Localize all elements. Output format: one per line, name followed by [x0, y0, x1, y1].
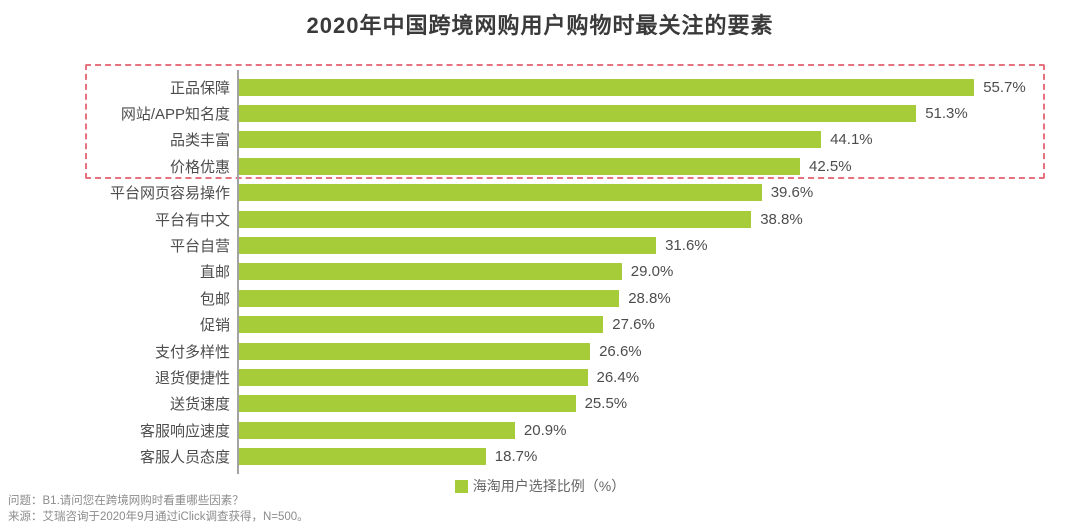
- legend-swatch-icon: [454, 479, 468, 493]
- bar-row: 支付多样性 26.6%: [0, 338, 1080, 364]
- category-label: 客服人员态度: [139, 449, 230, 467]
- category-label: 平台自营: [169, 238, 230, 256]
- bar-row: 网站/APP知名度 51.3%: [0, 100, 1080, 126]
- value-label: 26.4%: [596, 368, 640, 386]
- bar: [239, 342, 591, 360]
- value-label: 28.8%: [628, 289, 671, 307]
- footnotes: 问题：B1.请问您在跨境网购时看重哪些因素？ 来源：艾瑞咨询于2020年9月通过…: [8, 493, 309, 525]
- bar: [239, 316, 604, 334]
- footnote-question: 问题：B1.请问您在跨境网购时看重哪些因素？: [8, 495, 244, 507]
- category-label: 直邮: [199, 264, 230, 282]
- category-label: 平台网页容易操作: [109, 185, 230, 203]
- bar-row: 送货速度 25.5%: [0, 391, 1080, 417]
- legend-label: 海淘用户选择比例（%）: [472, 478, 626, 494]
- bar-row: 平台有中文 38.8%: [0, 206, 1080, 232]
- bar: [239, 237, 657, 255]
- bar-row: 直邮 29.0%: [0, 259, 1080, 285]
- bar-row: 客服响应速度 20.9%: [0, 417, 1080, 443]
- category-label: 平台有中文: [154, 211, 230, 229]
- bar-row: 退货便捷性 26.4%: [0, 364, 1080, 390]
- value-label: 29.0%: [630, 263, 674, 281]
- category-label: 正品保障: [169, 79, 230, 97]
- value-label: 38.8%: [760, 210, 803, 228]
- value-label: 55.7%: [983, 78, 1026, 96]
- category-label: 客服响应速度: [139, 422, 230, 440]
- value-label: 27.6%: [612, 316, 655, 334]
- bar-row: 平台网页容易操作 39.6%: [0, 180, 1080, 206]
- bar: [239, 368, 588, 386]
- bar: [239, 184, 762, 202]
- category-label: 价格优惠: [169, 158, 230, 176]
- bar-row: 品类丰富 44.1%: [0, 127, 1080, 153]
- bar: [239, 448, 486, 466]
- value-label: 42.5%: [809, 157, 852, 175]
- legend: 海淘用户选择比例（%）: [0, 476, 1080, 496]
- bar: [239, 210, 752, 228]
- bar: [239, 105, 917, 123]
- value-label: 20.9%: [523, 421, 567, 439]
- category-label: 品类丰富: [169, 132, 230, 150]
- category-label: 促销: [199, 317, 230, 335]
- category-label: 支付多样性: [154, 343, 230, 361]
- value-label: 44.1%: [830, 131, 873, 149]
- bar: [239, 157, 800, 175]
- bar-row: 促销 27.6%: [0, 312, 1080, 338]
- category-label: 包邮: [199, 290, 230, 308]
- bar-row: 包邮 28.8%: [0, 285, 1080, 311]
- bar-row: 价格优惠 42.5%: [0, 153, 1080, 179]
- category-label: 网站/APP知名度: [120, 106, 230, 124]
- page-title: 2020年中国跨境网购用户购物时最关注的要素: [306, 13, 774, 38]
- bar: [239, 263, 622, 281]
- value-label: 51.3%: [925, 105, 968, 123]
- bar-row: 平台自营 31.6%: [0, 232, 1080, 258]
- bar: [239, 131, 822, 149]
- bar: [239, 289, 620, 307]
- bar: [239, 78, 975, 96]
- y-axis-line: [237, 70, 239, 474]
- bar-chart: 正品保障 55.7% 网站/APP知名度 51.3% 品类丰富 44.1% 价格…: [0, 74, 1080, 470]
- bar: [239, 395, 576, 413]
- bar-row: 正品保障 55.7%: [0, 74, 1080, 100]
- value-label: 31.6%: [665, 237, 708, 255]
- category-label: 退货便捷性: [154, 369, 230, 387]
- value-label: 39.6%: [770, 184, 814, 202]
- value-label: 18.7%: [494, 448, 538, 466]
- value-label: 25.5%: [584, 395, 628, 413]
- footnote-source: 来源：艾瑞咨询于2020年9月通过iClick调查获得，N=500。: [8, 511, 309, 523]
- bar-row: 客服人员态度 18.7%: [0, 443, 1080, 469]
- value-label: 26.6%: [599, 342, 642, 360]
- bar: [239, 421, 515, 439]
- category-label: 送货速度: [169, 396, 230, 414]
